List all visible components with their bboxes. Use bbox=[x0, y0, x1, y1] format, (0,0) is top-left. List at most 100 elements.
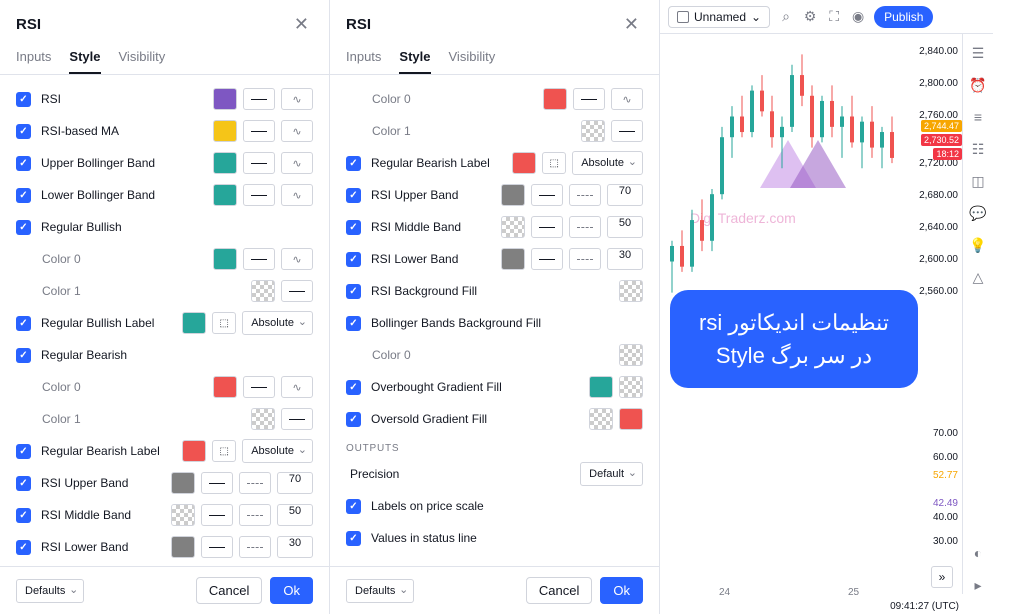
layout-name[interactable]: Unnamed ⌄ bbox=[668, 6, 770, 28]
collapse-icon[interactable]: ▸ bbox=[969, 576, 987, 594]
line-width-button[interactable] bbox=[201, 472, 233, 494]
color-swatch[interactable] bbox=[182, 440, 206, 462]
tab-style[interactable]: Style bbox=[399, 49, 430, 74]
tab-visibility[interactable]: Visibility bbox=[449, 49, 496, 74]
close-icon[interactable]: ✕ bbox=[620, 12, 643, 37]
color-swatch[interactable] bbox=[213, 152, 237, 174]
color-swatch[interactable] bbox=[171, 504, 195, 526]
line-width-button[interactable] bbox=[531, 184, 563, 206]
calendar-icon[interactable]: ☷ bbox=[969, 140, 987, 158]
line-width-button[interactable] bbox=[243, 88, 275, 110]
line-type-button[interactable]: ∿ bbox=[281, 88, 313, 110]
shape-button[interactable]: ⬚ bbox=[212, 312, 236, 334]
color-swatch[interactable] bbox=[619, 408, 643, 430]
cancel-button[interactable]: Cancel bbox=[526, 577, 592, 604]
color-swatch[interactable] bbox=[171, 472, 195, 494]
panel-body[interactable]: RSI∿RSI-based MA∿Upper Bollinger Band∿Lo… bbox=[0, 75, 329, 566]
checkbox[interactable] bbox=[16, 188, 31, 203]
bell-icon[interactable]: △ bbox=[969, 268, 987, 286]
shape-button[interactable]: ⬚ bbox=[542, 152, 566, 174]
color-swatch[interactable] bbox=[213, 376, 237, 398]
line-style-button[interactable] bbox=[569, 248, 601, 270]
tab-style[interactable]: Style bbox=[69, 49, 100, 74]
value-input[interactable]: 50 bbox=[607, 216, 643, 238]
value-input[interactable]: 30 bbox=[607, 248, 643, 270]
color-swatch[interactable] bbox=[581, 120, 605, 142]
line-width-button[interactable] bbox=[201, 504, 233, 526]
checkbox[interactable] bbox=[16, 124, 31, 139]
color-swatch[interactable] bbox=[213, 88, 237, 110]
tab-visibility[interactable]: Visibility bbox=[119, 49, 166, 74]
line-type-button[interactable]: ∿ bbox=[281, 376, 313, 398]
line-width-button[interactable] bbox=[281, 280, 313, 302]
line-style-button[interactable] bbox=[239, 504, 271, 526]
value-input[interactable]: 70 bbox=[277, 472, 313, 494]
line-width-button[interactable] bbox=[281, 408, 313, 430]
defaults-select[interactable]: Defaults bbox=[16, 579, 84, 603]
line-type-button[interactable]: ∿ bbox=[281, 120, 313, 142]
position-select[interactable]: Absolute bbox=[242, 311, 313, 335]
color-swatch[interactable] bbox=[182, 312, 206, 334]
line-width-button[interactable] bbox=[611, 120, 643, 142]
checkbox[interactable] bbox=[16, 156, 31, 171]
color-swatch[interactable] bbox=[512, 152, 536, 174]
color-swatch[interactable] bbox=[501, 216, 525, 238]
checkbox[interactable] bbox=[16, 316, 31, 331]
publish-button[interactable]: Publish bbox=[874, 6, 933, 28]
checkbox[interactable] bbox=[16, 444, 31, 459]
color-swatch[interactable] bbox=[501, 184, 525, 206]
tab-inputs[interactable]: Inputs bbox=[16, 49, 51, 74]
color-swatch[interactable] bbox=[213, 248, 237, 270]
value-input[interactable]: 30 bbox=[277, 536, 313, 558]
checkbox[interactable] bbox=[346, 220, 361, 235]
color-swatch[interactable] bbox=[213, 184, 237, 206]
checkbox[interactable] bbox=[346, 252, 361, 267]
news-icon[interactable]: ◫ bbox=[969, 172, 987, 190]
ok-button[interactable]: Ok bbox=[600, 577, 643, 604]
checkbox[interactable] bbox=[16, 540, 31, 555]
line-width-button[interactable] bbox=[243, 184, 275, 206]
checkbox[interactable] bbox=[16, 92, 31, 107]
fullscreen-icon[interactable]: ⛶ bbox=[826, 9, 842, 25]
line-style-button[interactable] bbox=[569, 216, 601, 238]
checkbox[interactable] bbox=[16, 508, 31, 523]
help-icon[interactable]: ◐ bbox=[969, 544, 987, 562]
camera-icon[interactable]: ◉ bbox=[850, 9, 866, 25]
line-width-button[interactable] bbox=[243, 248, 275, 270]
checkbox[interactable] bbox=[346, 412, 361, 427]
line-type-button[interactable]: ∿ bbox=[611, 88, 643, 110]
checkbox[interactable] bbox=[16, 476, 31, 491]
line-width-button[interactable] bbox=[201, 536, 233, 558]
line-style-button[interactable] bbox=[569, 184, 601, 206]
color-swatch[interactable] bbox=[213, 120, 237, 142]
color-swatch[interactable] bbox=[619, 280, 643, 302]
close-icon[interactable]: ✕ bbox=[290, 12, 313, 37]
color-swatch[interactable] bbox=[501, 248, 525, 270]
color-swatch[interactable] bbox=[589, 376, 613, 398]
position-select[interactable]: Absolute bbox=[242, 439, 313, 463]
line-type-button[interactable]: ∿ bbox=[281, 248, 313, 270]
checkbox[interactable] bbox=[346, 531, 361, 546]
tab-inputs[interactable]: Inputs bbox=[346, 49, 381, 74]
line-width-button[interactable] bbox=[531, 248, 563, 270]
checkbox[interactable] bbox=[346, 188, 361, 203]
chat-icon[interactable]: 💬 bbox=[969, 204, 987, 222]
color-swatch[interactable] bbox=[619, 376, 643, 398]
checkbox[interactable] bbox=[346, 284, 361, 299]
color-swatch[interactable] bbox=[251, 408, 275, 430]
value-input[interactable]: 70 bbox=[607, 184, 643, 206]
color-swatch[interactable] bbox=[543, 88, 567, 110]
line-width-button[interactable] bbox=[573, 88, 605, 110]
settings-icon[interactable]: ⚙ bbox=[802, 9, 818, 25]
watchlist-icon[interactable]: ☰ bbox=[969, 44, 987, 62]
hotlist-icon[interactable]: ≡ bbox=[969, 108, 987, 126]
line-type-button[interactable]: ∿ bbox=[281, 184, 313, 206]
panel-body[interactable]: Color 0∿Color 1Regular Bearish Label⬚Abs… bbox=[330, 75, 659, 566]
value-input[interactable]: 50 bbox=[277, 504, 313, 526]
color-swatch[interactable] bbox=[589, 408, 613, 430]
checkbox[interactable] bbox=[346, 499, 361, 514]
expand-icon[interactable]: » bbox=[931, 566, 953, 588]
ok-button[interactable]: Ok bbox=[270, 577, 313, 604]
line-width-button[interactable] bbox=[531, 216, 563, 238]
cancel-button[interactable]: Cancel bbox=[196, 577, 262, 604]
